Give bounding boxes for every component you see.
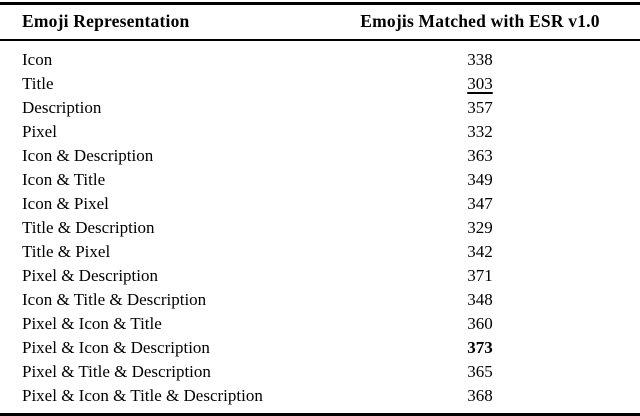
- count-cell: 363: [320, 144, 640, 168]
- count-value: 371: [467, 266, 493, 285]
- count-cell: 329: [320, 216, 640, 240]
- count-value: 368: [467, 386, 493, 405]
- table-row: Icon & Title 349: [0, 168, 640, 192]
- table-row: Pixel & Title & Description 365: [0, 360, 640, 384]
- count-value: 373: [467, 338, 493, 357]
- count-cell: 332: [320, 120, 640, 144]
- representation-cell: Icon & Description: [22, 146, 154, 165]
- table-row: Title & Description 329: [0, 216, 640, 240]
- count-value: 349: [467, 170, 493, 189]
- representation-cell: Title: [22, 74, 54, 93]
- table-body: Icon 338 Title 303 Description 357 Pixel…: [0, 40, 640, 415]
- count-value: 342: [467, 242, 493, 261]
- representation-cell: Icon & Pixel: [22, 194, 109, 213]
- table-row: Pixel & Description 371: [0, 264, 640, 288]
- representation-cell: Pixel: [22, 122, 57, 141]
- representation-cell: Icon: [22, 50, 53, 69]
- header-row: Emoji Representation Emojis Matched with…: [0, 3, 640, 41]
- count-cell: 368: [320, 384, 640, 415]
- header-emoji-representation: Emoji Representation: [0, 3, 320, 41]
- table-row: Title & Pixel 342: [0, 240, 640, 264]
- count-value: 338: [467, 50, 493, 69]
- count-value: 348: [467, 290, 493, 309]
- table-row: Icon & Pixel 347: [0, 192, 640, 216]
- count-value: 329: [467, 218, 493, 237]
- representation-cell: Description: [22, 98, 102, 117]
- representation-cell: Pixel & Description: [22, 266, 158, 285]
- table-row: Title 303: [0, 72, 640, 96]
- representation-cell: Pixel & Title & Description: [22, 362, 211, 381]
- table-row: Pixel & Icon & Description 373: [0, 336, 640, 360]
- table-row: Description 357: [0, 96, 640, 120]
- count-value: 332: [467, 122, 493, 141]
- table-row: Icon & Title & Description 348: [0, 288, 640, 312]
- representation-cell: Title & Pixel: [22, 242, 111, 261]
- count-value: 357: [467, 98, 493, 117]
- count-cell: 348: [320, 288, 640, 312]
- representation-cell: Pixel & Icon & Title: [22, 314, 162, 333]
- table-header: Emoji Representation Emojis Matched with…: [0, 3, 640, 41]
- count-cell: 373: [320, 336, 640, 360]
- table-row: Icon & Description 363: [0, 144, 640, 168]
- table-row: Pixel & Icon & Title 360: [0, 312, 640, 336]
- representation-cell: Title & Description: [22, 218, 155, 237]
- representation-cell: Pixel & Icon & Title & Description: [22, 386, 263, 405]
- header-emojis-matched: Emojis Matched with ESR v1.0: [320, 3, 640, 41]
- count-value: 360: [467, 314, 493, 333]
- count-cell: 371: [320, 264, 640, 288]
- count-cell: 347: [320, 192, 640, 216]
- count-cell: 357: [320, 96, 640, 120]
- table-row: Icon 338: [0, 40, 640, 72]
- count-value: 363: [467, 146, 493, 165]
- count-cell: 303: [320, 72, 640, 96]
- count-cell: 338: [320, 40, 640, 72]
- count-cell: 342: [320, 240, 640, 264]
- count-cell: 349: [320, 168, 640, 192]
- table-row: Pixel & Icon & Title & Description 368: [0, 384, 640, 415]
- count-value: 303: [467, 74, 493, 93]
- count-cell: 360: [320, 312, 640, 336]
- count-cell: 365: [320, 360, 640, 384]
- representation-cell: Pixel & Icon & Description: [22, 338, 210, 357]
- table-row: Pixel 332: [0, 120, 640, 144]
- representation-cell: Icon & Title & Description: [22, 290, 207, 309]
- count-value: 347: [467, 194, 493, 213]
- representation-cell: Icon & Title: [22, 170, 106, 189]
- count-value: 365: [467, 362, 493, 381]
